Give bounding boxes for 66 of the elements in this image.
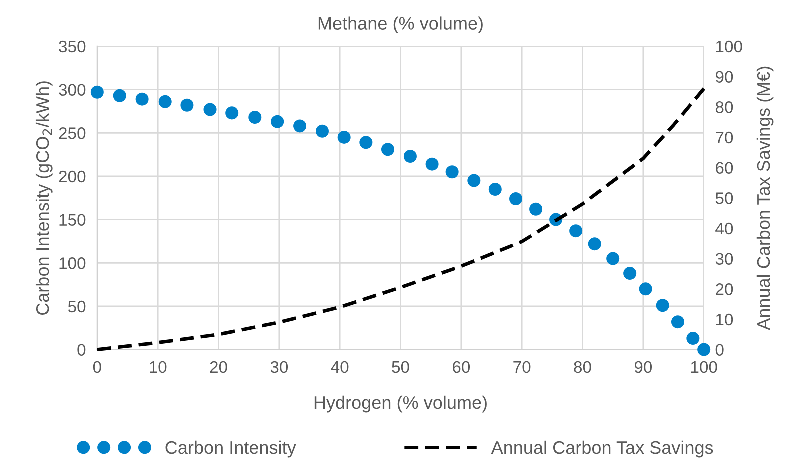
point [426,158,439,171]
y2-tick-label: 100 [716,40,742,53]
point [510,192,523,206]
point [248,111,262,124]
point [488,182,502,196]
y2-tick-label: 90 [716,71,734,83]
point [606,252,620,266]
point [360,136,373,150]
x-tick-label: 40 [331,361,349,374]
y-tick-label: 50 [68,300,86,313]
y2-tick-label: 30 [716,253,734,266]
point [671,316,685,329]
point [446,166,459,179]
x2-axis-title: Methane (% volume) [318,16,483,34]
y2-tick-label: 10 [716,314,734,326]
point [226,106,239,120]
y2-tick-label: 20 [716,284,734,296]
y-tick-label: 0 [78,344,86,356]
x-tick-label: 100 [691,361,718,374]
y-tick-label: 350 [59,40,86,53]
point [404,150,417,164]
y2-axis-title: Annual Carbon Tax Savings (M€) [756,66,774,330]
point [656,299,670,312]
x-tick-label: 70 [514,361,531,374]
x-tick-label: 90 [634,361,652,374]
point [686,332,700,346]
point [338,130,351,144]
y-tick-label: 200 [59,170,86,183]
point [180,98,194,112]
point [468,174,481,188]
y2-tick-label: 40 [716,222,734,235]
y2-tick-label: 0 [716,344,724,356]
point [530,202,543,216]
x-tick-label: 30 [270,361,288,374]
x-tick-label: 80 [574,361,592,374]
point [158,95,172,108]
point [136,92,149,106]
y2-tick-label: 60 [716,162,734,174]
point [624,267,637,280]
point [570,224,583,238]
y2-tick-label: 50 [716,192,734,204]
point [204,103,217,116]
point [588,238,602,251]
point [382,143,395,156]
legend-label: Carbon Intensity [166,440,296,458]
y-tick-label: 100 [60,258,86,270]
x-tick-label: 20 [210,361,228,374]
x-axis-title: Hydrogen (% volume) [314,396,487,413]
point [113,89,126,102]
point [639,282,652,296]
y2-tick-label: 70 [716,132,734,144]
x-tick-label: 60 [452,361,470,374]
point [271,115,284,128]
point [698,343,711,356]
y-tick-label: 250 [59,128,86,140]
y-tick-label: 150 [60,214,86,226]
y-axis-title: Carbon Intensity (gCO$_{2}$/kWh) [36,82,53,316]
x-tick-label: 10 [150,361,167,374]
point [316,124,329,138]
x-tick-label: 50 [392,361,410,374]
y-tick-label: 300 [59,84,86,96]
x-tick-label: 0 [93,361,102,374]
point [90,86,104,99]
legend-label: Annual Carbon Tax Savings [491,440,714,458]
y2-tick-label: 80 [716,102,734,114]
point [294,120,307,133]
